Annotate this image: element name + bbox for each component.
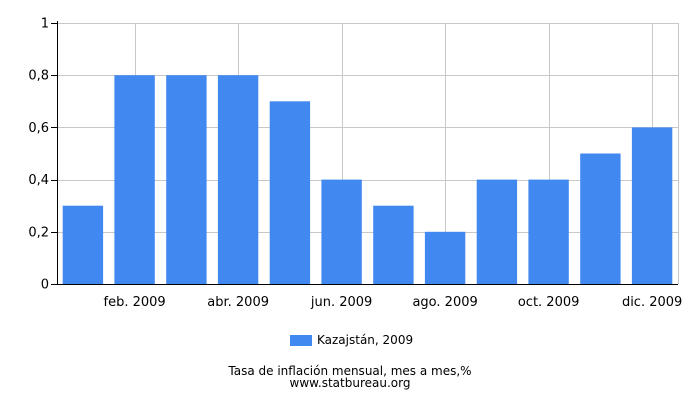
bar — [631, 127, 673, 285]
y-tick-label: 0 — [41, 278, 49, 293]
x-tick-label: abr. 2009 — [207, 295, 269, 310]
bar — [476, 179, 518, 284]
bar — [114, 75, 155, 284]
bar — [217, 75, 259, 284]
bar — [62, 205, 104, 284]
axes — [51, 21, 678, 285]
legend-label: Kazajstán, 2009 — [317, 333, 414, 347]
bar — [424, 231, 466, 284]
x-tick-label: dic. 2009 — [622, 295, 682, 310]
y-tick-label: 0,4 — [28, 173, 49, 188]
x-tick-label: jun. 2009 — [310, 295, 372, 310]
legend: Kazajstán, 2009 — [290, 333, 413, 347]
y-tick-label: 0,6 — [28, 121, 49, 136]
bar — [580, 153, 621, 284]
bars — [62, 75, 673, 285]
y-axis-labels: 0 0,2 0,4 0,6 0,8 1 — [28, 17, 49, 293]
x-axis-labels: feb. 2009 abr. 2009 jun. 2009 ago. 2009 oct.… — [104, 295, 683, 310]
bar — [528, 179, 569, 284]
x-tick-label: feb. 2009 — [104, 295, 166, 310]
bar — [373, 205, 414, 284]
legend-swatch — [290, 334, 312, 346]
chart-caption: Tasa de inflación mensual, mes a mes,% — [228, 364, 472, 378]
y-tick-label: 1 — [41, 17, 49, 32]
y-tick-label: 0,8 — [28, 69, 49, 84]
x-tick-label: oct. 2009 — [518, 295, 580, 310]
bar — [166, 75, 207, 284]
bar — [321, 179, 362, 284]
x-tick-label: ago. 2009 — [412, 295, 477, 310]
y-tick-label: 0,2 — [28, 225, 49, 240]
source-caption: www.statbureau.org — [289, 376, 411, 390]
bar — [269, 101, 311, 284]
